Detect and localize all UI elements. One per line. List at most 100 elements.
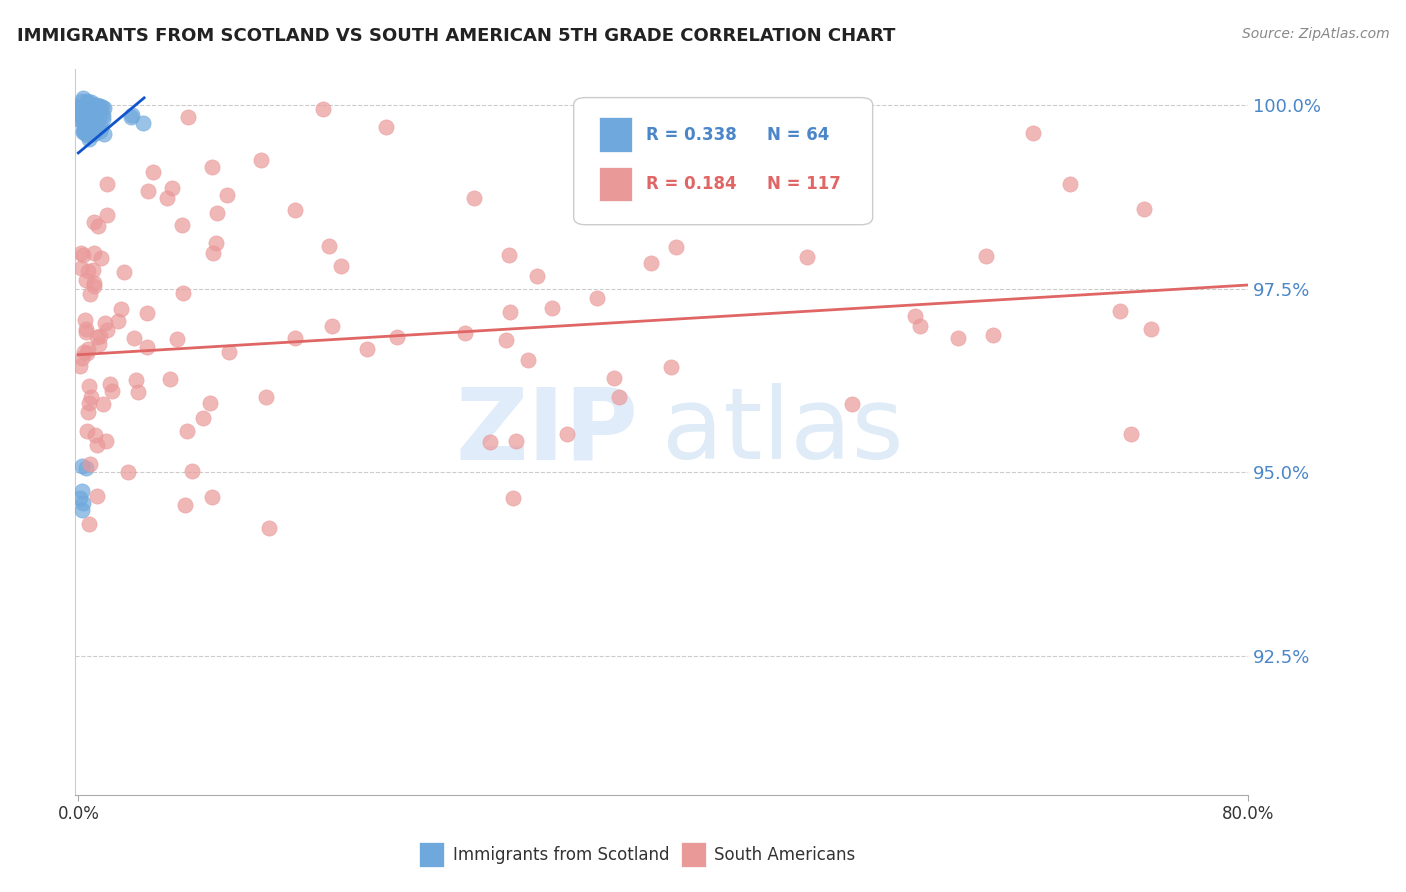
Point xyxy=(90,252,112,266)
Point xyxy=(120,110,142,124)
Point xyxy=(162,181,184,195)
Point xyxy=(125,373,148,387)
Point xyxy=(79,115,101,129)
Point xyxy=(166,332,188,346)
Point xyxy=(79,96,101,111)
Point xyxy=(82,102,104,116)
Point xyxy=(107,314,129,328)
Point xyxy=(752,197,775,211)
Point xyxy=(76,127,98,141)
Point xyxy=(76,94,98,108)
Point xyxy=(1121,426,1143,441)
Text: atlas: atlas xyxy=(662,384,903,480)
Point xyxy=(136,306,159,320)
Text: N = 117: N = 117 xyxy=(768,175,841,193)
Point xyxy=(205,205,228,219)
Point xyxy=(607,390,630,404)
Point xyxy=(73,122,96,136)
Point xyxy=(73,125,96,139)
Point xyxy=(498,248,520,262)
Point xyxy=(136,340,159,354)
Point xyxy=(659,359,682,374)
Point xyxy=(79,457,101,471)
Point xyxy=(83,245,105,260)
Point xyxy=(910,318,932,333)
Point xyxy=(602,371,624,385)
Point xyxy=(82,104,104,119)
Point xyxy=(495,333,517,347)
Text: ZIP: ZIP xyxy=(456,384,638,480)
Point xyxy=(640,256,662,270)
Point xyxy=(117,465,139,479)
Bar xyxy=(419,842,444,867)
Point xyxy=(1059,177,1081,191)
Point xyxy=(841,397,863,411)
Point xyxy=(70,484,93,499)
Point xyxy=(70,502,93,516)
Point xyxy=(80,119,103,133)
Point xyxy=(172,286,194,301)
Point xyxy=(79,109,101,123)
Point xyxy=(93,108,115,122)
Bar xyxy=(681,842,706,867)
Point xyxy=(112,265,135,279)
Point xyxy=(218,344,240,359)
Point xyxy=(904,309,927,323)
Point xyxy=(77,379,100,393)
Point xyxy=(132,116,155,130)
Point xyxy=(89,110,111,124)
Point xyxy=(110,301,132,316)
Point xyxy=(86,489,108,503)
Point xyxy=(87,219,110,233)
Bar xyxy=(599,167,633,202)
Point xyxy=(70,261,93,276)
Point xyxy=(101,384,124,399)
Point xyxy=(77,117,100,131)
Point xyxy=(80,95,103,109)
Text: R = 0.184: R = 0.184 xyxy=(647,175,737,193)
Point xyxy=(69,359,91,374)
Point xyxy=(70,104,93,119)
Point xyxy=(121,108,143,122)
Point xyxy=(73,123,96,137)
Point xyxy=(75,119,97,133)
Point xyxy=(80,390,103,404)
Text: IMMIGRANTS FROM SCOTLAND VS SOUTH AMERICAN 5TH GRADE CORRELATION CHART: IMMIGRANTS FROM SCOTLAND VS SOUTH AMERIC… xyxy=(17,27,896,45)
Point xyxy=(83,116,105,130)
Point xyxy=(83,276,105,290)
Point xyxy=(284,331,307,345)
Point xyxy=(94,317,117,331)
Point xyxy=(122,330,145,344)
Point xyxy=(73,123,96,137)
Point xyxy=(69,107,91,121)
Point xyxy=(72,351,94,366)
Point xyxy=(1133,202,1156,217)
Point xyxy=(80,127,103,141)
FancyBboxPatch shape xyxy=(574,97,873,225)
Point xyxy=(77,342,100,356)
Point xyxy=(257,521,280,535)
Point xyxy=(974,249,997,263)
Point xyxy=(454,326,477,341)
Point xyxy=(69,108,91,122)
Point xyxy=(70,95,93,109)
Point xyxy=(89,99,111,113)
Point xyxy=(83,100,105,114)
Point xyxy=(201,160,224,174)
Point xyxy=(329,260,352,274)
Point xyxy=(73,313,96,327)
Point xyxy=(73,114,96,128)
Point xyxy=(93,101,115,115)
Point xyxy=(170,218,193,232)
Point xyxy=(69,491,91,505)
Point xyxy=(374,120,396,134)
Bar xyxy=(599,117,633,152)
Point xyxy=(86,330,108,344)
Point xyxy=(79,286,101,301)
Point xyxy=(77,517,100,532)
Point xyxy=(89,123,111,137)
Point xyxy=(76,263,98,277)
Point xyxy=(75,273,97,287)
Point xyxy=(76,346,98,360)
Text: N = 64: N = 64 xyxy=(768,126,830,144)
